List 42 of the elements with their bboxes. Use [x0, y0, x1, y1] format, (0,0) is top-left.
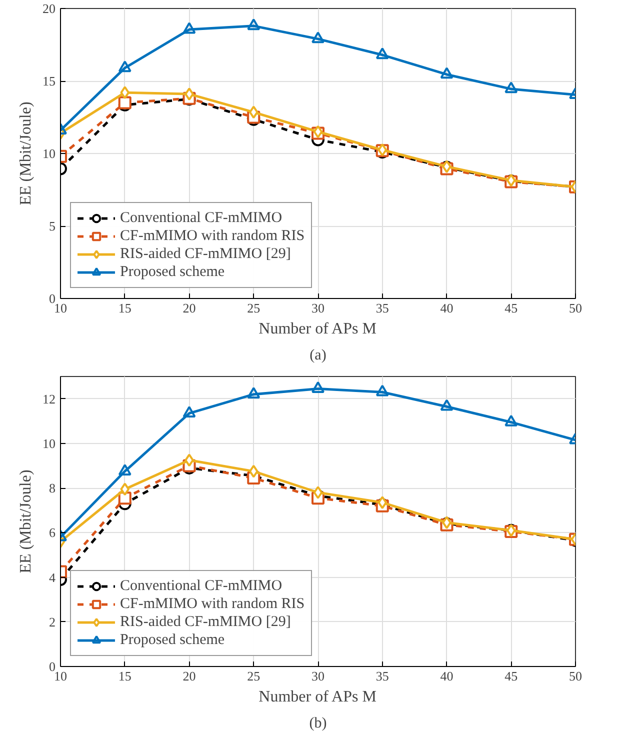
x-tick-label: 50: [569, 300, 582, 316]
legend-label: RIS-aided CF-mMIMO [29]: [120, 245, 291, 263]
x-tick-label: 30: [312, 300, 324, 316]
x-tick-label: 20: [182, 300, 196, 316]
x-tick-label: 25: [247, 668, 260, 684]
text: (a): [310, 348, 326, 364]
legend-label: CF-mMIMO with random RIS: [120, 227, 305, 245]
y-tick-label: 12: [42, 391, 56, 406]
x-tick-label: 40: [440, 300, 454, 316]
y-tick-label: 0: [49, 659, 56, 674]
x-tick-label: 30: [312, 668, 324, 684]
y-axis-title: EE (Mbit/Joule): [18, 102, 34, 206]
y-tick-label: 6: [49, 525, 56, 540]
y-tick-label: 20: [42, 1, 56, 16]
y-tick-label: 4: [49, 570, 56, 585]
x-tick-label: 15: [118, 300, 132, 316]
legend-label: CF-mMIMO with random RIS: [120, 595, 305, 613]
legend-label: Conventional CF-mMIMO: [120, 209, 282, 227]
x-tick-label: 20: [182, 668, 196, 684]
y-tick-label: 0: [49, 291, 56, 306]
legend-label: Proposed scheme: [120, 263, 225, 281]
y-tick-label: 8: [49, 480, 56, 496]
y-axis-title: EE (Mbit/Joule): [18, 470, 34, 574]
x-tick-label: 25: [247, 300, 260, 316]
x-tick-label: 50: [569, 668, 582, 684]
x-tick-label: 15: [118, 668, 132, 684]
x-tick-label: 35: [376, 668, 389, 684]
x-axis-title: Number of APs M: [258, 320, 376, 338]
text: (b): [309, 716, 327, 732]
legend-label: RIS-aided CF-mMIMO [29]: [120, 613, 291, 631]
x-axis-title: Number of APs M: [258, 688, 376, 706]
x-tick-label: 40: [440, 668, 454, 684]
y-tick-label: 2: [49, 614, 56, 630]
legend-label: Proposed scheme: [120, 631, 225, 649]
legend-label: Conventional CF-mMIMO: [120, 577, 282, 595]
y-tick-label: 10: [42, 146, 56, 161]
y-tick-label: 10: [42, 436, 56, 451]
y-tick-label: 15: [42, 74, 56, 88]
x-tick-label: 45: [504, 668, 518, 684]
y-tick-label: 5: [49, 218, 56, 234]
x-tick-label: 35: [376, 300, 389, 316]
x-tick-label: 45: [504, 300, 518, 316]
